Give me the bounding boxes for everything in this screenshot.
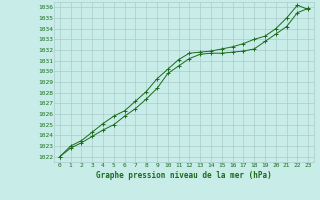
X-axis label: Graphe pression niveau de la mer (hPa): Graphe pression niveau de la mer (hPa) [96, 171, 272, 180]
